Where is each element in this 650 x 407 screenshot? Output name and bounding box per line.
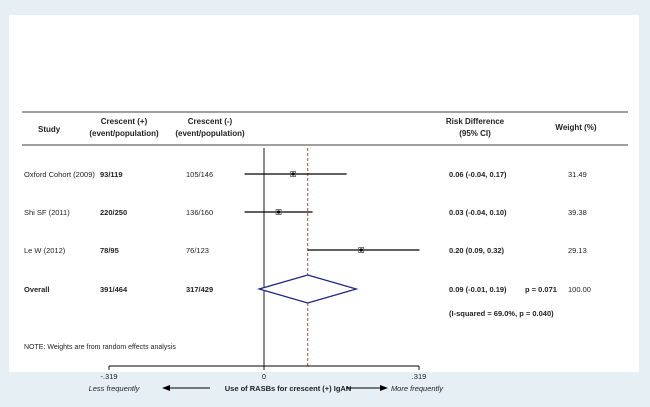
plot-panel (9, 15, 639, 372)
header-risk-difference: Risk Difference (446, 117, 505, 126)
study-name: Le W (2012) (24, 246, 66, 255)
risk-difference-value: 0.03 (-0.04, 0.10) (449, 208, 507, 217)
overall-row: Overall 391/464 317/429 0.09 (-0.01, 0.19) p… (24, 274, 591, 304)
weight-value: 39.38 (568, 208, 587, 217)
header-risk-difference-sub: (95% CI) (459, 129, 491, 138)
weight-value: 29.13 (568, 246, 587, 255)
overall-neg-value: 317/429 (186, 285, 213, 294)
overall-risk-difference: 0.09 (-0.01, 0.19) (449, 285, 507, 294)
caption-center: Use of RASBs for crescent (+) IgAN (225, 384, 352, 393)
crescent-pos-value: 78/95 (100, 246, 119, 255)
heterogeneity-text: (I-squared = 69.0%, p = 0.040) (449, 309, 554, 318)
header-study: Study (38, 125, 61, 134)
arrow-right (346, 385, 388, 391)
header-weight: Weight (%) (555, 123, 597, 132)
weight-value: 31.49 (568, 170, 587, 179)
header-crescent-pos: Crescent (+) (101, 117, 148, 126)
overall-label: Overall (24, 285, 49, 294)
overall-weight: 100.00 (568, 285, 591, 294)
arrow-left (162, 385, 210, 391)
study-name: Oxford Cohort (2009) (24, 170, 95, 179)
crescent-neg-value: 105/146 (186, 170, 213, 179)
point-estimate (359, 248, 363, 252)
overall-p-value: p = 0.071 (525, 285, 557, 294)
study-row: Le W (2012) 78/95 76/123 0.20 (0.09, 0.32) 2… (24, 246, 587, 255)
weight-box (358, 247, 365, 253)
crescent-pos-value: 220/250 (100, 208, 127, 217)
header-crescent-neg-sub: (event/population) (175, 129, 245, 138)
risk-difference-value: 0.06 (-0.04, 0.17) (449, 170, 507, 179)
risk-difference-value: 0.20 (0.09, 0.32) (449, 246, 505, 255)
study-name: Shi SF (2011) (24, 208, 70, 217)
point-estimate (291, 172, 295, 176)
point-estimate (276, 210, 281, 214)
header-crescent-pos-sub: (event/population) (89, 129, 159, 138)
study-row: Oxford Cohort (2009) 93/119 105/146 0.06 (-… (24, 170, 587, 179)
caption-right: More frequently (391, 384, 444, 393)
caption-left: Less frequently (89, 384, 141, 393)
weight-box (275, 209, 282, 215)
x-tick-label: .319 (412, 372, 427, 381)
x-ticks: -.319 0 .319 (100, 366, 426, 381)
crescent-neg-value: 136/160 (186, 208, 213, 217)
weight-box (290, 171, 297, 177)
overall-pos-value: 391/464 (100, 285, 128, 294)
crescent-neg-value: 76/123 (186, 246, 209, 255)
x-tick-label: 0 (262, 372, 266, 381)
study-row: Shi SF (2011) 220/250 136/160 0.03 (-0.04, … (24, 208, 587, 217)
crescent-pos-value: 93/119 (100, 170, 123, 179)
x-tick-label: -.319 (100, 372, 117, 381)
study-rows: Oxford Cohort (2009) 93/119 105/146 0.06 (-… (24, 170, 591, 304)
header-crescent-neg: Crescent (-) (188, 117, 233, 126)
note-text: NOTE: Weights are from random effects an… (24, 344, 176, 351)
overall-diamond (256, 274, 359, 304)
